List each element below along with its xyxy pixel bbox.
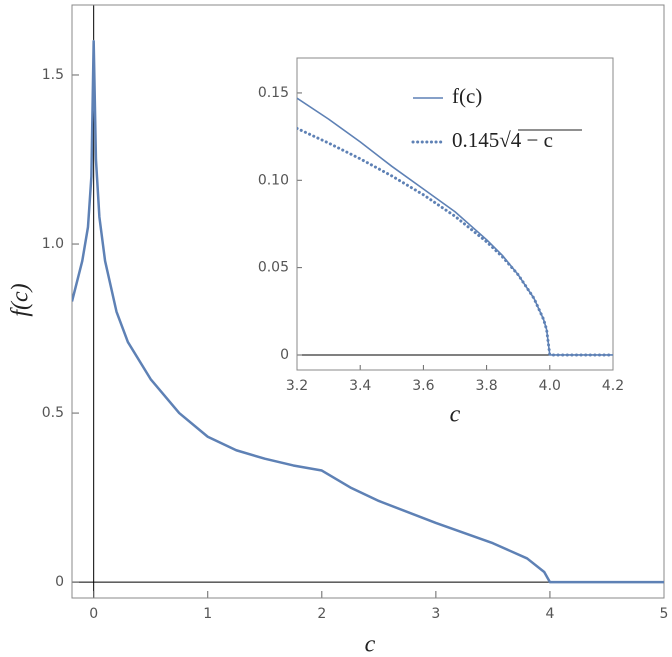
y-tick-label: 0.10 [258,172,289,188]
y-tick-label: 0.15 [258,85,289,101]
x-tick-label: 3.8 [475,378,497,394]
x-axis-label: c [450,402,461,428]
x-tick-label: 1 [203,606,212,622]
x-tick-label: 3.2 [286,378,308,394]
y-tick-label: 0 [55,574,64,590]
x-tick-label: 5 [660,606,669,622]
legend-text: 0.145√4 − c [452,128,553,152]
x-tick-label: 0 [89,606,98,622]
y-tick-label: 0 [280,347,289,363]
series-line [297,97,613,356]
y-axis-label: f(c) [8,283,34,316]
y-tick-label: 0.05 [258,260,289,276]
series-line [72,39,664,584]
x-tick-label: 2 [317,606,326,622]
inset-background [297,58,613,370]
legend-text: f(c) [452,84,482,108]
y-tick-label: 0.5 [42,405,64,421]
x-tick-label: 4.2 [602,378,624,394]
y-tick-label: 1.5 [42,67,64,83]
y-tick-label: 1.0 [42,236,64,252]
plot-frame [296,57,614,371]
x-axis-label: c [365,632,376,657]
x-tick-label: 4 [545,606,554,622]
series-line [297,126,613,357]
x-tick-label: 3.4 [349,378,371,394]
x-tick-label: 3 [431,606,440,622]
x-tick-label: 4.0 [539,378,561,394]
x-tick-label: 3.6 [412,378,434,394]
